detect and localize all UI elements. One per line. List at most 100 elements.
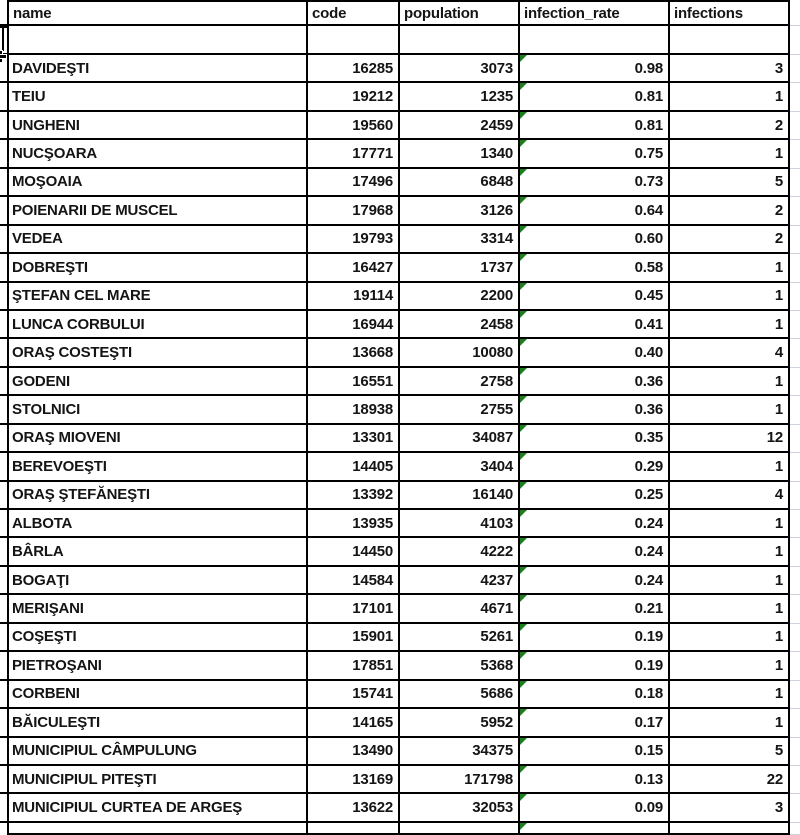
- clipped-cell-left[interactable]: [0, 681, 7, 710]
- cell-name[interactable]: GODENI: [7, 367, 308, 397]
- cell-population[interactable]: 3314: [400, 225, 520, 255]
- clipped-cell-left[interactable]: [0, 425, 7, 454]
- cell-code[interactable]: 19560: [308, 111, 400, 141]
- cell-infection_rate[interactable]: 0.24: [520, 510, 670, 539]
- cell-infections[interactable]: 5: [670, 737, 790, 766]
- cell-infections[interactable]: 1: [670, 538, 790, 567]
- clipped-cell-right[interactable]: [790, 83, 800, 112]
- cell-infections[interactable]: 5: [670, 168, 790, 198]
- clipped-cell-right[interactable]: [790, 197, 800, 226]
- clipped-cell-right[interactable]: [790, 453, 800, 482]
- clipped-cell-right[interactable]: [790, 339, 800, 368]
- cell-population[interactable]: 32053: [400, 794, 520, 823]
- cell-infections[interactable]: 1: [670, 510, 790, 539]
- clipped-cell-left[interactable]: [0, 738, 7, 766]
- clipped-cell-right[interactable]: [790, 282, 800, 311]
- clipped-cell-right[interactable]: [790, 254, 800, 283]
- clipped-cell-right[interactable]: [790, 168, 800, 198]
- cell-infection_rate[interactable]: 0.24: [520, 538, 670, 567]
- cell-name[interactable]: MUNICIPIUL CÂMPULUNG: [7, 737, 308, 766]
- clipped-cell-left[interactable]: [0, 197, 7, 226]
- clipped-cell-right[interactable]: [790, 538, 800, 567]
- cell-population[interactable]: 10080: [400, 339, 520, 368]
- header-cell-code[interactable]: code: [308, 0, 400, 26]
- cell-population[interactable]: 4103: [400, 510, 520, 539]
- cell-infection_rate[interactable]: 0.29: [520, 453, 670, 482]
- clipped-cell-right[interactable]: [790, 566, 800, 596]
- cell-infection_rate[interactable]: 0.18: [520, 680, 670, 710]
- cell-code[interactable]: 17771: [308, 140, 400, 169]
- clipped-cell-right[interactable]: [790, 822, 800, 835]
- cell-code[interactable]: [308, 822, 400, 835]
- clipped-cell-left[interactable]: [0, 55, 7, 84]
- cell-infection_rate[interactable]: 0.09: [520, 794, 670, 823]
- cell-infection_rate[interactable]: 0.58: [520, 254, 670, 283]
- clipped-cell-left[interactable]: [0, 794, 7, 823]
- cell-population[interactable]: 2755: [400, 396, 520, 425]
- clipped-cell-left[interactable]: [0, 538, 7, 567]
- cell-population[interactable]: [400, 822, 520, 835]
- header-cell-population[interactable]: population: [400, 0, 520, 26]
- cell-name[interactable]: ORAŞ COSTEŞTI: [7, 339, 308, 368]
- clipped-cell-left[interactable]: [0, 652, 7, 681]
- cell-code[interactable]: 17101: [308, 595, 400, 624]
- cell-code[interactable]: 19212: [308, 83, 400, 112]
- clipped-cell-left[interactable]: [0, 339, 7, 368]
- clipped-cell-right[interactable]: [790, 396, 800, 425]
- cell-population[interactable]: 34375: [400, 737, 520, 766]
- clipped-cell-right[interactable]: [790, 737, 800, 766]
- cell-code[interactable]: 14584: [308, 566, 400, 596]
- cell-infections[interactable]: 1: [670, 453, 790, 482]
- cell-code[interactable]: 18938: [308, 396, 400, 425]
- cell-infections[interactable]: 1: [670, 396, 790, 425]
- cell-name[interactable]: MUNICIPIUL CURTEA DE ARGEŞ: [7, 794, 308, 823]
- clipped-cell-right[interactable]: [790, 652, 800, 681]
- cell-name[interactable]: CORBENI: [7, 680, 308, 710]
- clipped-cell-right[interactable]: [790, 595, 800, 624]
- clipped-cell-left[interactable]: [0, 83, 7, 112]
- cell-infections[interactable]: 1: [670, 83, 790, 112]
- cell-name[interactable]: BĂICULEŞTI: [7, 709, 308, 738]
- cell-infections[interactable]: 4: [670, 339, 790, 368]
- cell-code[interactable]: 15741: [308, 680, 400, 710]
- cell-infections[interactable]: 1: [670, 140, 790, 169]
- clipped-cell-left[interactable]: [0, 254, 7, 283]
- cell-population[interactable]: 171798: [400, 765, 520, 795]
- cell-code[interactable]: 17496: [308, 168, 400, 198]
- cell-population[interactable]: 5686: [400, 680, 520, 710]
- clipped-cell-left[interactable]: [0, 766, 7, 795]
- cell-name[interactable]: COŞEŞTI: [7, 623, 308, 653]
- cell-infections[interactable]: 2: [670, 197, 790, 226]
- cell-infection_rate[interactable]: 0.98: [520, 55, 670, 84]
- cell-population[interactable]: 6848: [400, 168, 520, 198]
- cell-name[interactable]: DAVIDEŞTI: [7, 55, 308, 84]
- cell-code[interactable]: 19793: [308, 225, 400, 255]
- cell-population[interactable]: 3126: [400, 197, 520, 226]
- cell-infection_rate[interactable]: 0.81: [520, 111, 670, 141]
- cell-population[interactable]: 1737: [400, 254, 520, 283]
- cell-name[interactable]: MOŞOAIA: [7, 168, 308, 198]
- clipped-cell-right[interactable]: [790, 26, 800, 55]
- cell-code[interactable]: 14450: [308, 538, 400, 567]
- cell-code[interactable]: 13622: [308, 794, 400, 823]
- cell-code[interactable]: 13490: [308, 737, 400, 766]
- cell-code[interactable]: 16285: [308, 55, 400, 84]
- cell-code[interactable]: 13301: [308, 424, 400, 454]
- cell-code[interactable]: 16944: [308, 310, 400, 340]
- cell-infection_rate[interactable]: 0.41: [520, 310, 670, 340]
- cell-infections[interactable]: 1: [670, 709, 790, 738]
- header-cell-infections[interactable]: infections: [670, 0, 790, 26]
- cell-infections[interactable]: 4: [670, 481, 790, 510]
- cell-name[interactable]: ALBOTA: [7, 510, 308, 539]
- cell-infections[interactable]: 1: [670, 254, 790, 283]
- cell-name[interactable]: LUNCA CORBULUI: [7, 310, 308, 340]
- cell-infections[interactable]: 1: [670, 566, 790, 596]
- clipped-cell-left[interactable]: [0, 140, 7, 169]
- cell-name[interactable]: NUCŞOARA: [7, 140, 308, 169]
- cell-code[interactable]: 13392: [308, 481, 400, 510]
- cell-infections[interactable]: 2: [670, 111, 790, 141]
- cell-code[interactable]: 16551: [308, 367, 400, 397]
- cell-name[interactable]: STOLNICI: [7, 396, 308, 425]
- cell-name[interactable]: BÂRLA: [7, 538, 308, 567]
- cell-infection_rate[interactable]: 0.36: [520, 396, 670, 425]
